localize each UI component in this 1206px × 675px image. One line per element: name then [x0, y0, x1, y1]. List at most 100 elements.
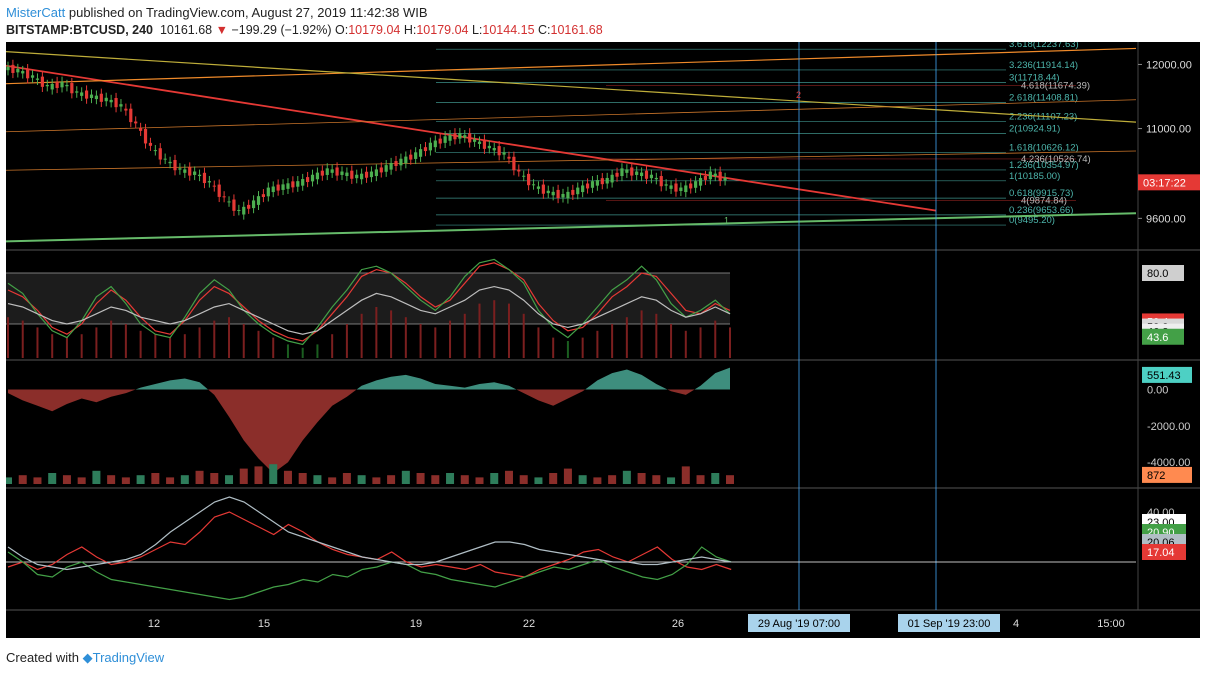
tradingview-logo-icon: ◆ — [82, 650, 93, 665]
volume-bar — [475, 477, 484, 484]
candle-body — [595, 180, 599, 186]
candle-body — [517, 169, 521, 172]
fib-extension-label: 4.618(11674.39) — [1021, 80, 1090, 91]
candle-body — [674, 183, 678, 192]
candle-body — [251, 200, 256, 209]
candle-body — [178, 168, 182, 170]
candle-body — [70, 83, 74, 94]
volume-bar — [254, 466, 263, 484]
candle-body — [399, 158, 403, 166]
chart-canvas[interactable]: 0(9495.20)0.236(9653.66) 0.618(9915.73) 1(… — [4, 39, 1200, 638]
volume-bar — [387, 475, 396, 484]
brand-link[interactable]: TradingView — [92, 650, 165, 665]
osc-series-line — [7, 258, 731, 346]
candle-body — [664, 184, 668, 186]
trendline-support — [5, 212, 1137, 243]
candle-body — [296, 181, 300, 187]
symbol-label[interactable]: BITSTAMP:BTCUSD, 240 — [6, 23, 154, 37]
candle-body — [153, 150, 157, 152]
osc-value-tag — [1142, 265, 1184, 281]
volume-bar — [446, 473, 455, 484]
fib-level-label: 2.618(11408.81) — [1009, 92, 1078, 103]
volume-bar — [33, 477, 42, 484]
volume-bar — [121, 477, 130, 484]
fib-level-label: 0.618(9915.73) — [1009, 188, 1073, 199]
volume-bar — [622, 470, 631, 484]
volume-bar — [357, 475, 366, 484]
fib-level-label: 1(10185.00) — [1009, 171, 1060, 182]
candle-body — [355, 174, 359, 179]
candle-body — [350, 170, 354, 179]
volume-bar — [62, 475, 71, 484]
candle-body — [183, 169, 187, 173]
candle-body — [109, 99, 113, 103]
candle-body — [684, 185, 688, 193]
created-with: Created with ◆TradingView — [6, 650, 164, 666]
candle-body — [600, 178, 604, 185]
last-price-tag — [1138, 174, 1200, 191]
candle-body — [585, 183, 590, 189]
wave-label-1: 1 — [724, 215, 729, 225]
candle-body — [114, 98, 118, 108]
candle-body — [423, 147, 428, 152]
volume-bar — [696, 475, 705, 484]
candle-body — [75, 91, 79, 93]
candle-body — [527, 173, 531, 186]
symbol-line: BITSTAMP:BTCUSD, 240 10161.68 ▼ −199.29 … — [6, 23, 603, 37]
candle-body — [379, 167, 383, 173]
volume-bar — [549, 473, 558, 484]
dmi-series-line — [7, 496, 732, 571]
candle-body — [492, 148, 496, 151]
author-link[interactable]: MisterCatt — [6, 5, 66, 20]
fib-level-label: 3.236(11914.14) — [1009, 60, 1078, 71]
momentum-tick-label: 872 — [1147, 470, 1165, 482]
candle-body — [546, 190, 550, 194]
candle-body — [325, 168, 329, 175]
low-value: 10144.15 — [482, 23, 535, 37]
candle-body — [497, 146, 501, 156]
volume-bar — [578, 475, 587, 484]
candle-body — [551, 191, 555, 196]
fib-level-label: 3(11718.44) — [1009, 73, 1060, 84]
countdown-label: 03:17:22 — [1143, 177, 1186, 189]
candle-body — [315, 172, 320, 180]
fib-extension-label: 4.236(10526.74) — [1021, 154, 1091, 165]
candle-body — [26, 69, 30, 79]
momentum-tick-label: 551.43 — [1147, 370, 1181, 382]
candle-body — [409, 154, 413, 160]
candle-body — [271, 186, 275, 193]
trendline-upper-orange — [5, 47, 1137, 85]
volume-bar — [48, 473, 57, 484]
candle-body — [703, 176, 708, 180]
osc-series-line — [7, 262, 731, 342]
momentum-value-tag — [1142, 366, 1192, 383]
candle-body — [129, 108, 133, 123]
volume-bar — [77, 477, 86, 484]
volume-bar — [18, 475, 27, 484]
volume-bar — [107, 475, 116, 484]
low-label: L: — [471, 23, 483, 37]
candle-body — [168, 161, 172, 164]
volume-bar — [637, 473, 646, 484]
x-axis-cursor-label: 01 Sep '19 23:00 — [908, 618, 991, 630]
candle-body — [576, 187, 580, 195]
candle-body — [99, 93, 103, 102]
osc-series-line — [7, 285, 731, 335]
x-axis-tick-label: 4 — [1013, 618, 1019, 630]
candle-body — [374, 169, 378, 177]
candle-body — [414, 152, 418, 159]
candle-body — [428, 142, 432, 151]
candle-body — [89, 94, 94, 99]
wave-label-2: 2 — [796, 90, 801, 100]
candle-body — [163, 158, 167, 160]
candle-body — [45, 84, 49, 87]
candle-body — [463, 135, 467, 138]
candle-body — [35, 78, 40, 80]
chart-area[interactable]: 0(9495.20) 0.236(9653.66) 0.618(9915.73) 1(… — [4, 39, 1200, 638]
candle-body — [84, 90, 89, 99]
candle-body — [124, 108, 128, 111]
volume-bar — [726, 475, 734, 484]
candle-body — [536, 186, 541, 189]
candle-body — [193, 171, 197, 175]
candle-body — [291, 181, 295, 188]
